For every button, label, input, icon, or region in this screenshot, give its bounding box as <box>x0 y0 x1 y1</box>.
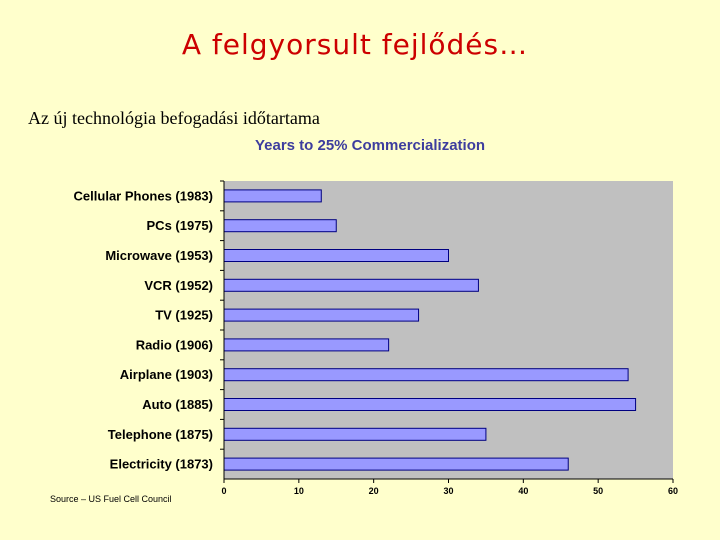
bar <box>223 457 569 471</box>
category-label: Cellular Phones (1983) <box>74 188 213 203</box>
category-label: Telephone (1875) <box>108 427 213 442</box>
category-label: Electricity (1873) <box>110 457 213 472</box>
bar <box>223 219 337 233</box>
category-label: VCR (1952) <box>144 278 213 293</box>
bar <box>223 308 420 322</box>
x-tick-label: 50 <box>593 486 603 496</box>
category-label: Auto (1885) <box>142 397 213 412</box>
bar <box>223 278 479 292</box>
bar <box>223 338 390 352</box>
x-tick-label: 20 <box>369 486 379 496</box>
bar <box>223 368 629 382</box>
category-label: Radio (1906) <box>136 337 213 352</box>
x-tick-label: 30 <box>443 486 453 496</box>
slide-subtitle: Az új technológia befogadási időtartama <box>28 108 320 128</box>
bar <box>223 189 322 203</box>
bar <box>223 398 637 411</box>
x-tick-label: 60 <box>668 486 678 496</box>
x-tick-label: 0 <box>221 486 226 496</box>
x-tick-label: 10 <box>294 486 304 496</box>
x-tick-label: 40 <box>518 486 528 496</box>
source-note: Source – US Fuel Cell Council <box>50 494 172 504</box>
category-label: PCs (1975) <box>147 218 213 233</box>
category-label: TV (1925) <box>155 308 213 323</box>
bar <box>223 427 487 441</box>
bar <box>223 249 449 262</box>
slide-title: A felgyorsult fejlődés… <box>181 28 529 61</box>
chart-title: Years to 25% Commercialization <box>255 137 485 154</box>
category-label: Microwave (1953) <box>105 248 213 263</box>
category-label: Airplane (1903) <box>120 367 213 382</box>
